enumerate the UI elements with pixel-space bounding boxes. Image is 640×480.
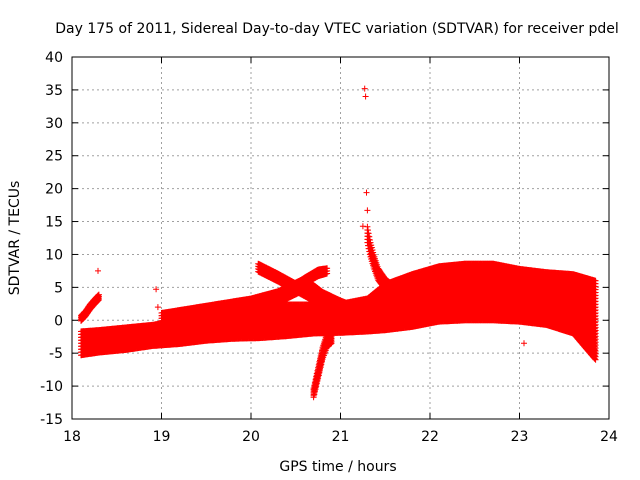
grid-lines (72, 57, 609, 419)
data-points (78, 85, 599, 401)
chart-title: Day 175 of 2011, Sidereal Day-to-day VTE… (55, 21, 619, 37)
